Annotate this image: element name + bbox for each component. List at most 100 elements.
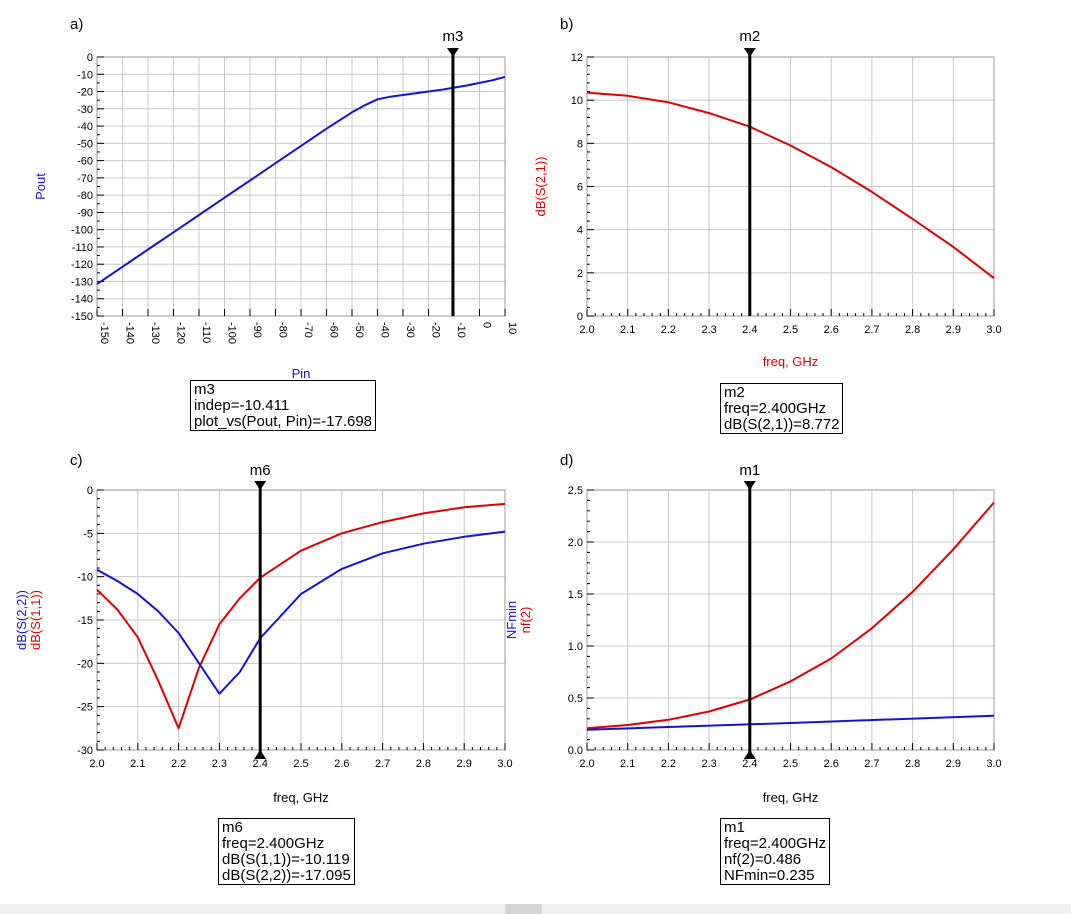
readout-line: dB(S(1,1))=-10.119 bbox=[222, 851, 350, 868]
y-tick-label: -10 bbox=[77, 572, 93, 584]
panel-label: d) bbox=[560, 452, 573, 469]
x-tick-label: -10 bbox=[455, 322, 467, 338]
x-tick-label: 2.3 bbox=[701, 758, 716, 770]
x-tick-label: -40 bbox=[379, 322, 391, 338]
x-tick-label: -60 bbox=[328, 322, 340, 338]
y-tick-label: -130 bbox=[71, 276, 93, 288]
y-tick-label: 8 bbox=[577, 138, 583, 150]
marker-readout-m3: m3 indep=-10.411 plot_vs(Pout, Pin)=-17.… bbox=[190, 380, 377, 431]
x-tick-label: -70 bbox=[302, 322, 314, 338]
y-tick-label: 1.5 bbox=[568, 589, 583, 601]
panel-label: a) bbox=[70, 16, 83, 33]
x-tick-label: 2.9 bbox=[457, 758, 472, 770]
marker-arrow-down bbox=[446, 48, 459, 57]
y-tick-label: -25 bbox=[77, 702, 93, 714]
y-tick-label: -15 bbox=[77, 615, 93, 627]
x-tick-label: -90 bbox=[251, 322, 263, 338]
marker-label: m1 bbox=[739, 462, 760, 479]
x-axis-label: Pin bbox=[292, 366, 311, 381]
readout-line: nf(2)=0.486 bbox=[724, 851, 802, 868]
y-tick-label: 4 bbox=[577, 225, 583, 237]
x-tick-label: 2.4 bbox=[742, 324, 757, 336]
x-axis-label: freq, GHz bbox=[273, 790, 329, 805]
y-tick-label: -150 bbox=[71, 311, 93, 323]
x-tick-label: 2.8 bbox=[905, 758, 920, 770]
x-tick-label: 2.8 bbox=[416, 758, 431, 770]
x-tick-label: 2.5 bbox=[293, 758, 308, 770]
marker-arrow-down bbox=[743, 481, 756, 490]
y-tick-label: 0.0 bbox=[568, 745, 583, 757]
x-tick-label: 2.0 bbox=[89, 758, 104, 770]
y-tick-label: -5 bbox=[83, 528, 93, 540]
y-tick-label: -60 bbox=[77, 156, 93, 168]
marker-arrow-down bbox=[254, 481, 267, 490]
x-tick-label: 2.0 bbox=[579, 324, 594, 336]
x-axis-label: freq, GHz bbox=[763, 354, 819, 369]
x-tick-label: 2.6 bbox=[334, 758, 349, 770]
x-tick-label: 2.6 bbox=[824, 758, 839, 770]
y-axis-label: dB(S(2,2)) bbox=[14, 590, 29, 650]
x-tick-label: 2.1 bbox=[130, 758, 145, 770]
x-tick-label: 3.0 bbox=[986, 324, 1001, 336]
y-tick-label: 2.0 bbox=[568, 537, 583, 549]
y-axis-label: dB(S(2,1)) bbox=[533, 157, 548, 217]
x-tick-label: -30 bbox=[404, 322, 416, 338]
x-tick-label: -130 bbox=[149, 322, 161, 344]
x-tick-label: 3.0 bbox=[497, 758, 512, 770]
x-tick-label: 2.9 bbox=[946, 324, 961, 336]
x-tick-label: 2.7 bbox=[375, 758, 390, 770]
y-tick-label: -10 bbox=[77, 69, 93, 81]
x-tick-label: 2.5 bbox=[783, 324, 798, 336]
x-tick-label: -110 bbox=[200, 322, 212, 343]
x-tick-label: -120 bbox=[175, 322, 187, 344]
x-tick-label: 2.6 bbox=[824, 324, 839, 336]
x-tick-label: 2.3 bbox=[212, 758, 227, 770]
y-axis-label: Pout bbox=[33, 173, 48, 200]
y-tick-label: 1.0 bbox=[568, 641, 583, 653]
y-tick-label: -140 bbox=[71, 294, 93, 306]
y-tick-label: -80 bbox=[77, 190, 93, 202]
readout-line: indep=-10.411 bbox=[194, 397, 290, 414]
readout-line: plot_vs(Pout, Pin)=-17.698 bbox=[194, 413, 373, 430]
panel-label: b) bbox=[560, 16, 573, 33]
readout-line: dB(S(2,1))=8.772 bbox=[724, 416, 840, 433]
y-tick-label: 6 bbox=[577, 182, 583, 194]
readout-line: NFmin=0.235 bbox=[724, 867, 815, 884]
y-axis-label: nf(2) bbox=[518, 607, 533, 634]
series-line bbox=[586, 501, 995, 730]
readout-line: m2 bbox=[724, 384, 745, 401]
x-tick-label: -140 bbox=[124, 322, 136, 344]
x-tick-label: 2.7 bbox=[864, 758, 879, 770]
marker-readout-m1: m1 freq=2.400GHz nf(2)=0.486 NFmin=0.235 bbox=[720, 818, 831, 885]
x-tick-label: 0 bbox=[481, 322, 493, 328]
x-tick-label: 3.0 bbox=[986, 758, 1001, 770]
panel-label: c) bbox=[70, 452, 83, 469]
readout-line: m1 bbox=[724, 819, 745, 836]
x-tick-label: 2.5 bbox=[783, 758, 798, 770]
y-tick-label: -70 bbox=[77, 173, 93, 185]
marker-readout-m2: m2 freq=2.400GHz dB(S(2,1))=8.772 bbox=[720, 383, 844, 434]
scrollbar-thumb[interactable] bbox=[505, 904, 542, 914]
y-tick-label: -20 bbox=[77, 87, 93, 99]
y-tick-label: 12 bbox=[571, 52, 583, 64]
series-line bbox=[96, 530, 506, 695]
y-tick-label: -30 bbox=[77, 104, 93, 116]
x-tick-label: -20 bbox=[430, 322, 442, 338]
x-tick-label: 2.2 bbox=[661, 758, 676, 770]
x-tick-label: 2.1 bbox=[620, 758, 635, 770]
y-axis-label: dB(S(1,1)) bbox=[28, 590, 43, 650]
series-line bbox=[96, 502, 506, 730]
x-tick-label: 2.2 bbox=[171, 758, 186, 770]
marker-label: m2 bbox=[739, 28, 760, 45]
x-tick-label: -100 bbox=[226, 322, 238, 344]
y-tick-label: -90 bbox=[77, 207, 93, 219]
x-tick-label: 2.1 bbox=[620, 324, 635, 336]
series-line bbox=[586, 91, 995, 279]
y-tick-label: 0 bbox=[87, 485, 93, 497]
readout-line: freq=2.400GHz bbox=[724, 835, 827, 852]
y-tick-label: -120 bbox=[71, 259, 93, 271]
x-tick-label: -80 bbox=[277, 322, 289, 338]
marker-label: m6 bbox=[250, 462, 271, 479]
marker-label: m3 bbox=[443, 28, 464, 45]
x-tick-label: 2.9 bbox=[946, 758, 961, 770]
